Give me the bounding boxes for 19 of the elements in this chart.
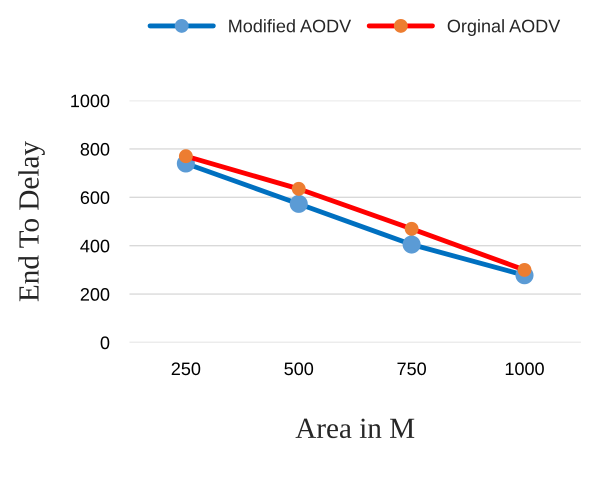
x-axis-title: Area in M — [296, 418, 414, 438]
y-tick-label: 1000 — [71, 94, 110, 108]
x-tick-label: 250 — [172, 362, 200, 376]
point — [292, 182, 306, 196]
legend-label: Orginal AODV — [448, 19, 560, 36]
y-tick-label: 200 — [80, 288, 110, 301]
point — [404, 222, 419, 236]
point — [178, 149, 193, 164]
x-tick-label: 750 — [397, 362, 426, 376]
legend-label: Modified AODV — [229, 19, 352, 32]
y-tick-label: 400 — [80, 240, 110, 252]
point — [402, 235, 421, 254]
y-tick-label: 0 — [100, 336, 110, 350]
x-tick-label: 500 — [284, 362, 314, 376]
x-tick-label: 1000 — [506, 362, 544, 376]
point — [290, 194, 308, 213]
y-tick-label: 600 — [80, 191, 110, 204]
y-axis-title: End To Delay — [18, 141, 45, 302]
y-tick-label: 800 — [80, 142, 110, 156]
